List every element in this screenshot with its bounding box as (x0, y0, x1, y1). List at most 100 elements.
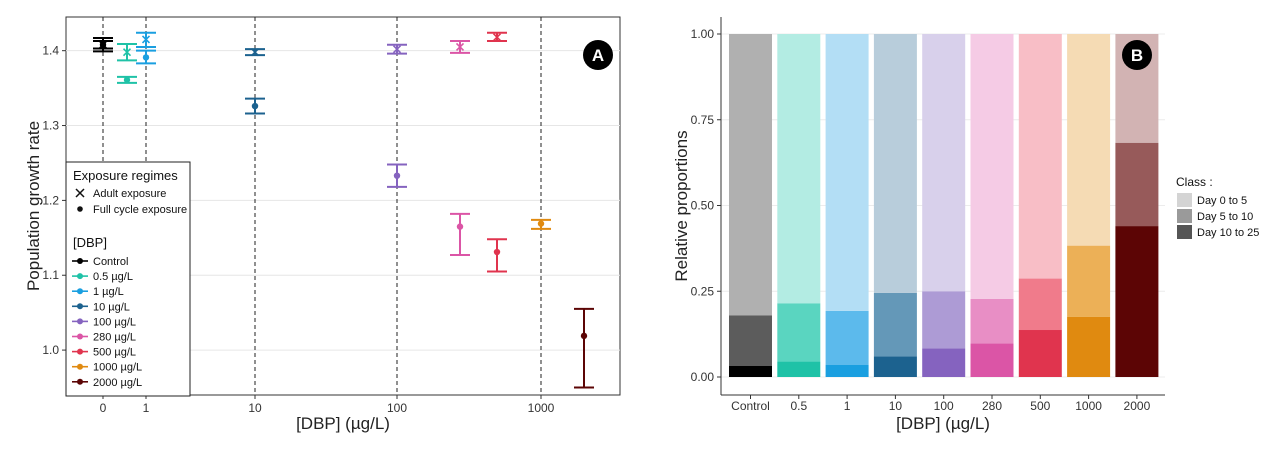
panel-a-xlabel: [DBP] (µg/L) (296, 414, 390, 433)
bar-segment (1115, 142, 1159, 227)
legend-box (65, 161, 191, 397)
legend-label-dose: 1 µg/L (93, 286, 124, 298)
panel-b-xlabel: [DBP] (µg/L) (896, 414, 990, 433)
data-point-adult (141, 35, 151, 44)
data-point-full-cycle (251, 102, 259, 110)
legend-key-dot (77, 378, 83, 385)
legend-key-dot (77, 348, 83, 355)
legend-label-dose: 500 µg/L (93, 347, 136, 359)
legend-title-class: Class : (1176, 175, 1213, 189)
tick-label-y: 0.50 (691, 199, 715, 213)
legend-key-adult-cross (75, 188, 85, 198)
tick-label-y: 1.00 (691, 27, 715, 41)
bar-segment (729, 34, 772, 316)
data-point-adult (250, 48, 260, 57)
data-point-adult (455, 42, 465, 52)
bar-segment (777, 303, 821, 362)
bar-segment (729, 365, 772, 377)
tick-label-x: 500 (1030, 399, 1050, 413)
bar-segment (1018, 330, 1062, 377)
badge-a-circle (583, 40, 613, 70)
bar-segment (970, 343, 1014, 377)
bar-segment (777, 361, 821, 377)
bar-segment (825, 364, 869, 377)
bar-segment (1067, 34, 1111, 246)
tick-label-x: 0 (100, 401, 107, 415)
data-point-adult (122, 48, 132, 57)
badge-a-label: A (592, 46, 604, 65)
panel-a: 1.0 1.1 1.2 1.3 1.4 0 1 10 100 1000 Population g… (24, 16, 621, 433)
legend-label-adult: Adult exposure (93, 188, 166, 200)
legend-label-class: Day 10 to 25 (1197, 227, 1259, 239)
legend-swatch (1177, 193, 1192, 207)
data-point-full-cycle (537, 220, 545, 227)
panel-a-ylabel: Population growth rate (24, 121, 43, 291)
legend-key-dot (77, 363, 83, 370)
legend-label-dose: 0.5 µg/L (93, 271, 133, 283)
legend-swatch (1177, 209, 1192, 223)
data-point-full-cycle (123, 76, 131, 84)
data-point-full-cycle (142, 54, 150, 61)
tick-label-x: 1 (844, 399, 851, 413)
tick-label-x: 0.5 (790, 399, 807, 413)
legend-key-dot (77, 288, 83, 295)
data-point-full-cycle (456, 223, 464, 230)
bar-segment (729, 315, 772, 366)
data-point-full-cycle (580, 332, 588, 340)
tick-label-y: 0.75 (691, 113, 715, 127)
legend-title-exposure: Exposure regimes (73, 168, 178, 183)
tick-label-y: 1.2 (42, 193, 59, 207)
bar-segment (1067, 316, 1111, 377)
bar-segment (922, 291, 966, 349)
bar-segment (1018, 278, 1062, 331)
tick-label-x: Control (731, 399, 770, 413)
legend-key-dot (77, 303, 83, 310)
badge-b-circle (1122, 40, 1152, 70)
panel-b-legend: Class : Day 0 to 5 Day 5 to 10 Day 10 to 2… (1176, 175, 1259, 239)
panel-b: 0.00 0.25 0.50 0.75 1.00 Control 0.5 1 10 100 280… (672, 17, 1259, 433)
legend-label-dose: 10 µg/L (93, 301, 130, 313)
tick-label-y: 1.1 (42, 268, 59, 282)
tick-label-x: 100 (387, 401, 407, 415)
data-point-full-cycle (493, 248, 501, 256)
bar-segment (970, 298, 1014, 344)
bar-segment (873, 34, 917, 293)
badge-b: B (1122, 40, 1152, 70)
panel-a-legend: Exposure regimes Adult exposure Full cycl… (65, 161, 191, 397)
tick-label-x: 10 (889, 399, 903, 413)
tick-label-x: 1000 (528, 401, 555, 415)
legend-label-full-cycle: Full cycle exposure (93, 204, 187, 216)
legend-label-dose: 1000 µg/L (93, 362, 142, 374)
tick-label-x: 1 (143, 401, 150, 415)
legend-label-class: Day 5 to 10 (1197, 211, 1253, 223)
tick-label-y: 1.0 (42, 343, 59, 357)
bar-segment (873, 292, 917, 357)
tick-label-y: 1.4 (42, 44, 59, 58)
data-point-adult (492, 33, 502, 42)
legend-key-full-cycle-dot (77, 206, 83, 212)
bar-segment (1018, 34, 1062, 279)
data-point-full-cycle (393, 172, 401, 179)
badge-a: A (583, 40, 613, 70)
legend-label-dose: 100 µg/L (93, 316, 136, 328)
tick-label-y: 1.3 (42, 119, 59, 133)
tick-label-x: 10 (248, 401, 262, 415)
bar-segment (970, 34, 1014, 299)
tick-label-y: 0.25 (691, 284, 715, 298)
legend-key-dot (77, 333, 83, 340)
legend-key-dot (77, 273, 83, 280)
bar-segment (825, 310, 869, 365)
badge-b-label: B (1131, 46, 1143, 65)
legend-key-dot (77, 318, 83, 325)
legend-title-dbp: [DBP] (73, 235, 107, 250)
bar-segment (873, 356, 917, 377)
data-point-full-cycle (99, 41, 107, 48)
data-point-adult (392, 45, 402, 54)
legend-label-dose: Control (93, 256, 128, 268)
tick-label-x: 100 (934, 399, 954, 413)
bar-segment (922, 348, 966, 377)
tick-label-x: 2000 (1124, 399, 1151, 413)
legend-label-dose: 2000 µg/L (93, 377, 142, 389)
legend-key-dot (77, 258, 83, 264)
